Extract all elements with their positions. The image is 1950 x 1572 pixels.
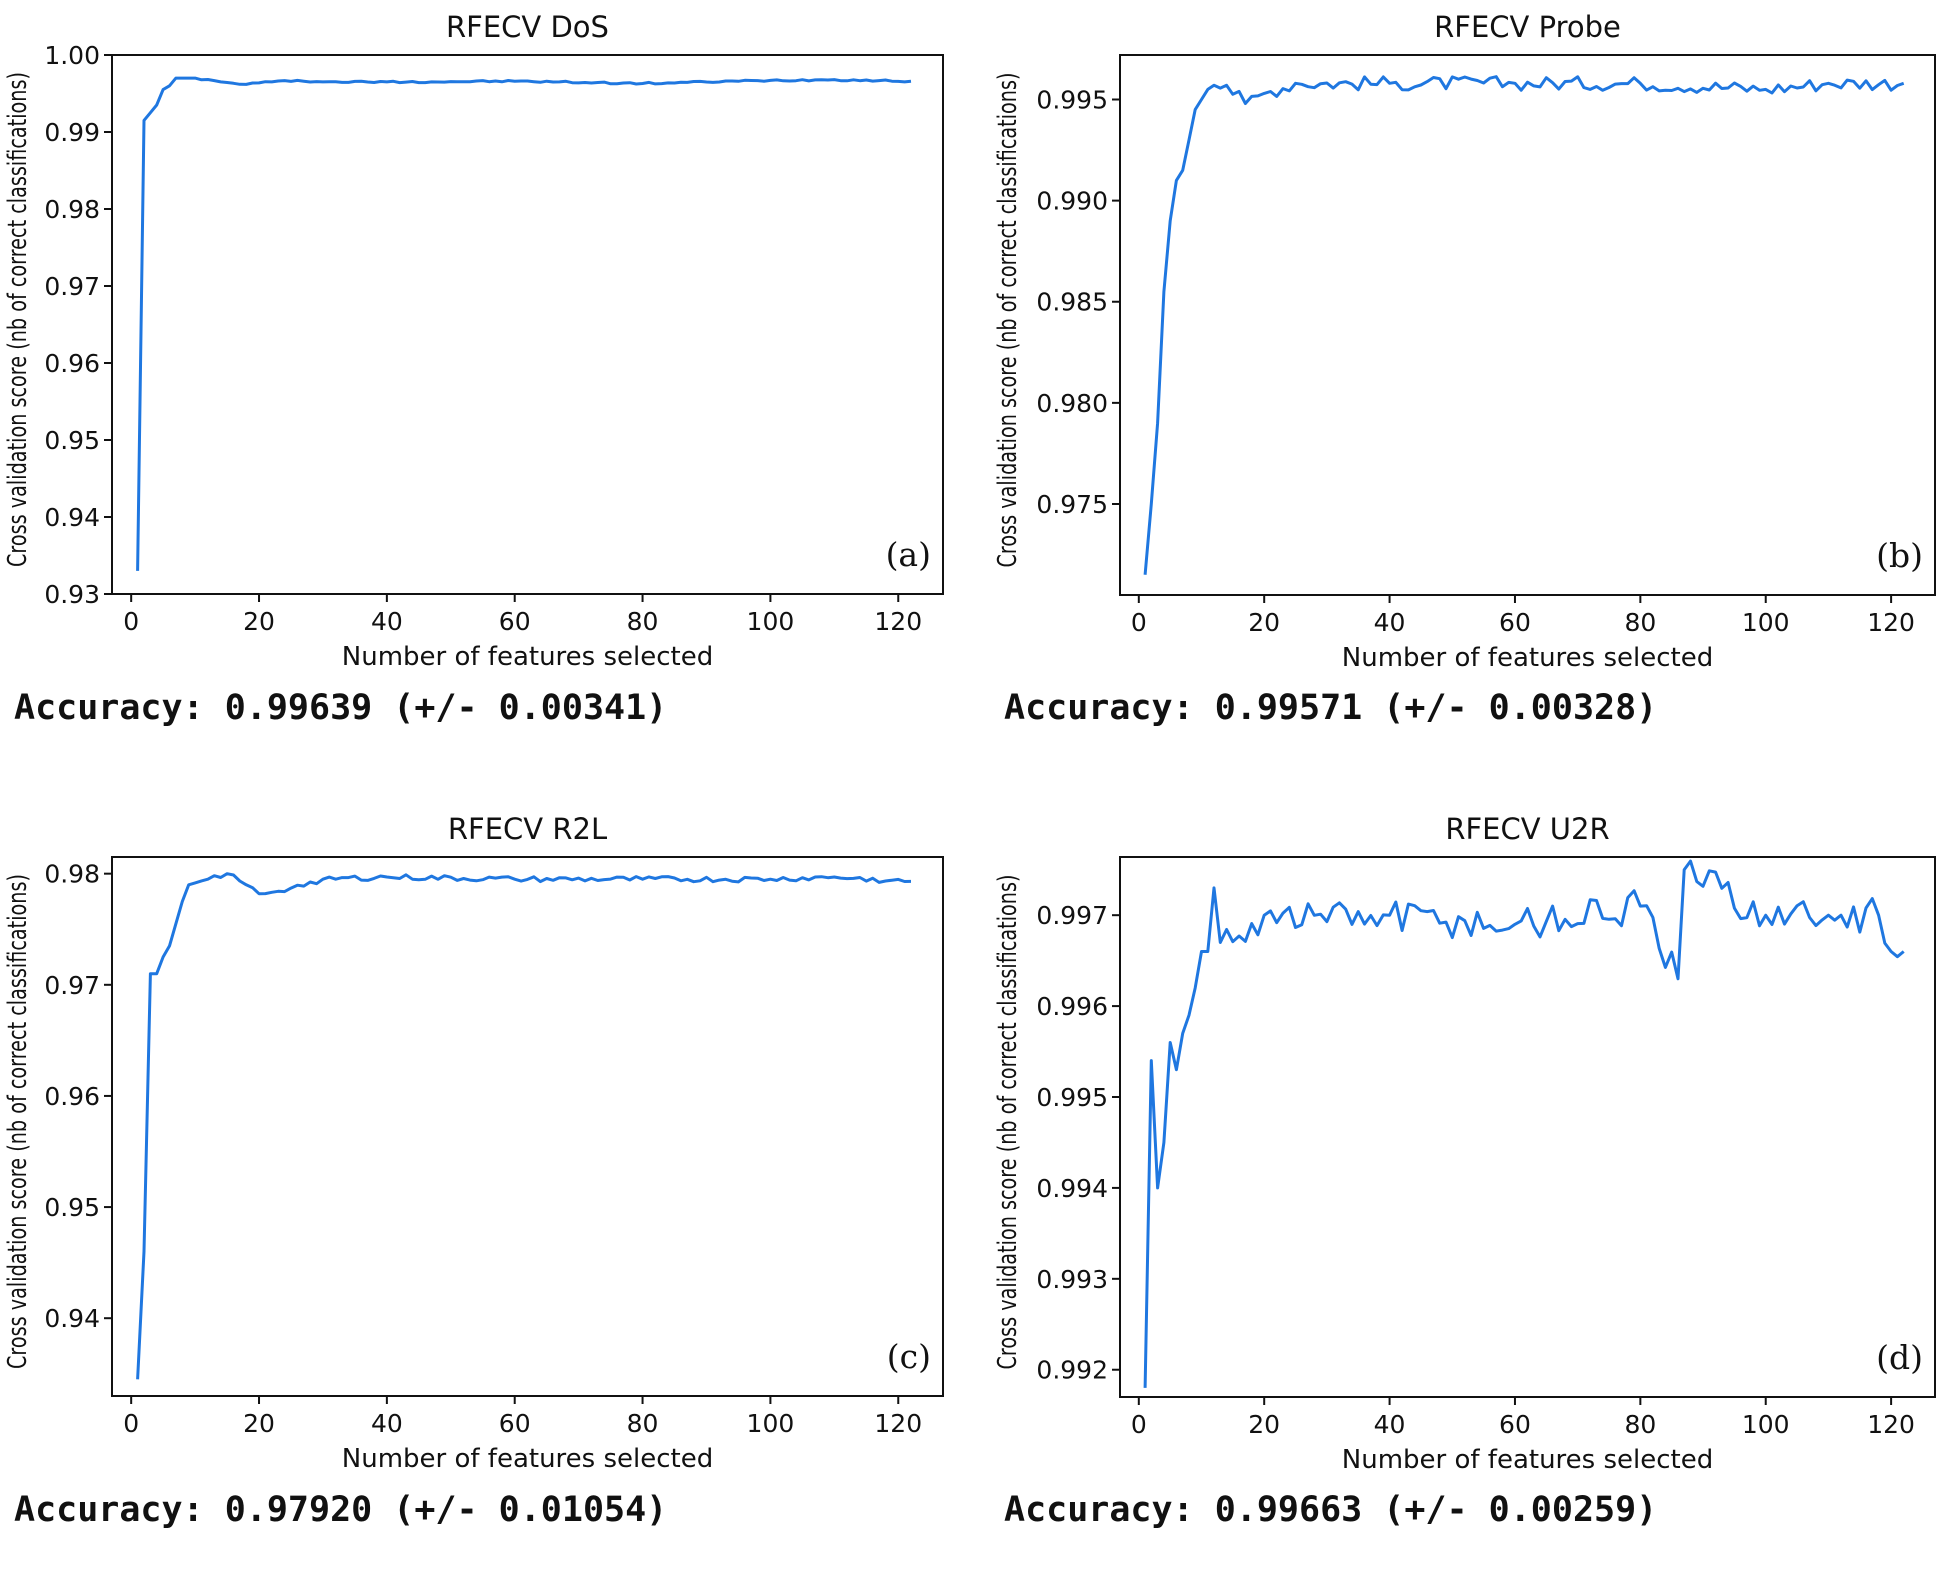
chart-title: RFECV U2R <box>1445 812 1609 846</box>
x-tick-label: 40 <box>371 607 403 636</box>
chart-title: RFECV R2L <box>448 812 607 846</box>
x-tick-label: 100 <box>747 1409 795 1438</box>
x-tick-label: 20 <box>243 607 275 636</box>
chart-panel-a: RFECV DoS 0.93 0.94 0.95 0.96 0.97 0.98 0.99 1.0… <box>0 0 975 770</box>
x-tick-label: 80 <box>627 607 659 636</box>
panel-label: (c) <box>887 1337 931 1376</box>
y-tick-label: 0.93 <box>44 580 100 609</box>
chart-dos: RFECV DoS 0.93 0.94 0.95 0.96 0.97 0.98 0.99 1.0… <box>3 10 944 672</box>
y-tick-label: 0.992 <box>1036 1356 1108 1385</box>
series-line <box>1143 859 1905 1388</box>
panel-label: (a) <box>886 535 931 574</box>
x-tick-label: 80 <box>1624 608 1656 637</box>
series-line <box>136 872 912 1380</box>
plot-frame <box>111 54 944 595</box>
panel-label: (d) <box>1876 1338 1923 1377</box>
y-tick-label: 0.94 <box>44 1304 100 1333</box>
panel-label: (b) <box>1876 536 1923 575</box>
x-tick-label: 100 <box>747 607 795 636</box>
y-axis-label: Cross validation score (nb of correct cl… <box>3 72 33 567</box>
y-tick-label: 0.995 <box>1036 85 1108 114</box>
y-tick-label: 0.990 <box>1036 187 1108 216</box>
x-axis-label: Number of features selected <box>342 642 713 672</box>
chart-panel-b: RFECV Probe 0.975 0.980 0.985 0.990 0.995 0 20 4… <box>990 0 1950 770</box>
y-tick-label: 0.993 <box>1036 1265 1108 1294</box>
y-tick-label: 0.985 <box>1036 288 1108 317</box>
x-tick-label: 20 <box>1248 608 1280 637</box>
y-tick-label: 0.96 <box>44 349 100 378</box>
accuracy-readout-d: Accuracy: 0.99663 (+/- 0.00259) <box>1004 1490 1658 1530</box>
chart-probe: RFECV Probe 0.975 0.980 0.985 0.990 0.995 0 20 4… <box>993 10 1936 673</box>
y-tick-label: 0.995 <box>1036 1083 1108 1112</box>
plot-frame <box>111 856 944 1397</box>
accuracy-readout-b: Accuracy: 0.99571 (+/- 0.00328) <box>1004 688 1658 728</box>
y-tick-label: 0.980 <box>1036 389 1108 418</box>
x-tick-label: 80 <box>1624 1410 1656 1439</box>
accuracy-readout-c: Accuracy: 0.97920 (+/- 0.01054) <box>14 1490 668 1530</box>
chart-panel-d: RFECV U2R 0.992 0.993 0.994 0.995 0.996 0.997 0… <box>990 802 1950 1572</box>
x-tick-label: 60 <box>1499 608 1531 637</box>
x-tick-label: 60 <box>499 1409 531 1438</box>
x-tick-label: 0 <box>1131 1410 1147 1439</box>
x-tick-label: 40 <box>1374 1410 1406 1439</box>
y-tick-label: 0.98 <box>44 860 100 889</box>
x-tick-label: 60 <box>499 607 531 636</box>
x-tick-label: 120 <box>874 607 922 636</box>
y-axis-label: Cross validation score (nb of correct cl… <box>3 874 33 1369</box>
y-tick-label: 0.98 <box>44 195 100 224</box>
y-tick-label: 0.95 <box>44 426 100 455</box>
plot-frame <box>1119 54 1936 596</box>
y-tick-label: 0.975 <box>1036 490 1108 519</box>
accuracy-readout-a: Accuracy: 0.99639 (+/- 0.00341) <box>14 688 668 728</box>
chart-panel-c: RFECV R2L 0.94 0.95 0.96 0.97 0.98 0 20 40 60 80 10… <box>0 802 975 1572</box>
x-tick-label: 120 <box>874 1409 922 1438</box>
y-tick-label: 0.96 <box>44 1082 100 1111</box>
y-tick-label: 0.97 <box>44 971 100 1000</box>
x-tick-label: 60 <box>1499 1410 1531 1439</box>
y-tick-label: 0.996 <box>1036 992 1108 1021</box>
y-tick-label: 0.99 <box>44 118 100 147</box>
chart-title: RFECV Probe <box>1434 10 1621 44</box>
x-tick-label: 40 <box>371 1409 403 1438</box>
series-line <box>1143 75 1905 575</box>
x-tick-label: 0 <box>123 1409 139 1438</box>
x-tick-label: 100 <box>1742 608 1790 637</box>
y-tick-label: 0.97 <box>44 272 100 301</box>
x-tick-label: 80 <box>627 1409 659 1438</box>
x-tick-label: 120 <box>1867 608 1915 637</box>
x-axis-label: Number of features selected <box>1342 1445 1713 1475</box>
plot-frame <box>1119 856 1936 1398</box>
y-tick-label: 0.997 <box>1036 901 1108 930</box>
x-tick-label: 0 <box>1131 608 1147 637</box>
series-line <box>136 76 912 571</box>
y-tick-label: 0.994 <box>1036 1174 1108 1203</box>
chart-r2l: RFECV R2L 0.94 0.95 0.96 0.97 0.98 0 20 40 60 80 10… <box>3 812 944 1474</box>
x-tick-label: 20 <box>1248 1410 1280 1439</box>
x-axis-label: Number of features selected <box>342 1444 713 1474</box>
x-tick-label: 20 <box>243 1409 275 1438</box>
y-tick-label: 1.00 <box>44 41 100 70</box>
x-tick-label: 120 <box>1867 1410 1915 1439</box>
x-tick-label: 100 <box>1742 1410 1790 1439</box>
y-axis-label: Cross validation score (nb of correct cl… <box>993 73 1023 568</box>
x-axis-label: Number of features selected <box>1342 643 1713 673</box>
y-tick-label: 0.95 <box>44 1193 100 1222</box>
chart-title: RFECV DoS <box>446 10 609 44</box>
y-tick-label: 0.94 <box>44 503 100 532</box>
x-tick-label: 0 <box>123 607 139 636</box>
y-axis-label: Cross validation score (nb of correct cl… <box>993 875 1023 1370</box>
x-tick-label: 40 <box>1374 608 1406 637</box>
chart-u2r: RFECV U2R 0.992 0.993 0.994 0.995 0.996 0.997 0… <box>993 812 1936 1475</box>
